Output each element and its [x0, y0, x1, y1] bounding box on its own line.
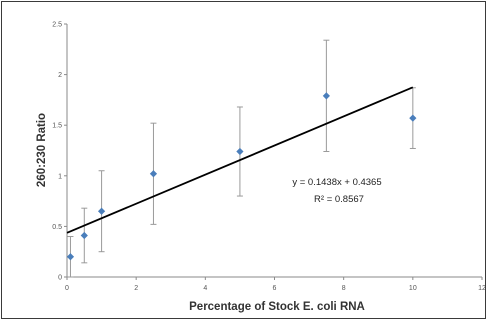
- data-point: [66, 253, 75, 261]
- x-tick-label: 12: [478, 285, 485, 292]
- trendline-r-squared: R² = 0.8567: [314, 194, 364, 205]
- y-tick-label: 0.5: [52, 224, 62, 231]
- x-axis-title: Percentage of Stock E. coli RNA: [189, 301, 365, 313]
- trendline: [66, 86, 414, 234]
- y-tick-label: 1: [58, 173, 62, 180]
- axes: [66, 24, 482, 278]
- y-tick-label: 0: [58, 275, 62, 282]
- trendline-group: [66, 86, 414, 234]
- data-point: [80, 231, 88, 240]
- y-tick-label: 1.5: [52, 123, 62, 130]
- data-point: [97, 207, 106, 215]
- x-tick-label: 4: [203, 285, 207, 292]
- trendline-equation: y = 0.1438x + 0.4365: [292, 177, 381, 188]
- y-tick-label: 2: [58, 72, 62, 79]
- y-tick-label: 2.5: [52, 22, 62, 29]
- data-point: [236, 147, 244, 156]
- y-tick-labels: 0 0.5 1 1.5 2 2.5: [52, 22, 67, 282]
- x-tick-label: 2: [134, 285, 138, 292]
- data-point: [409, 114, 417, 122]
- y-axis-title: 260:230 Ratio: [36, 113, 48, 187]
- chart-svg: 0 0.5 1 1.5 2 2.5 0 2 4 6 8 10 12 y = 0.1438x + 0.4…: [36, 22, 485, 314]
- data-point: [149, 170, 158, 178]
- data-points: [66, 92, 417, 261]
- x-tick-label: 6: [273, 285, 277, 292]
- x-tick-labels: 0 2 4 6 8 10 12: [65, 277, 485, 292]
- data-point: [322, 92, 330, 100]
- x-tick-label: 0: [65, 285, 69, 292]
- x-tick-label: 8: [342, 285, 346, 292]
- x-tick-label: 10: [409, 285, 417, 292]
